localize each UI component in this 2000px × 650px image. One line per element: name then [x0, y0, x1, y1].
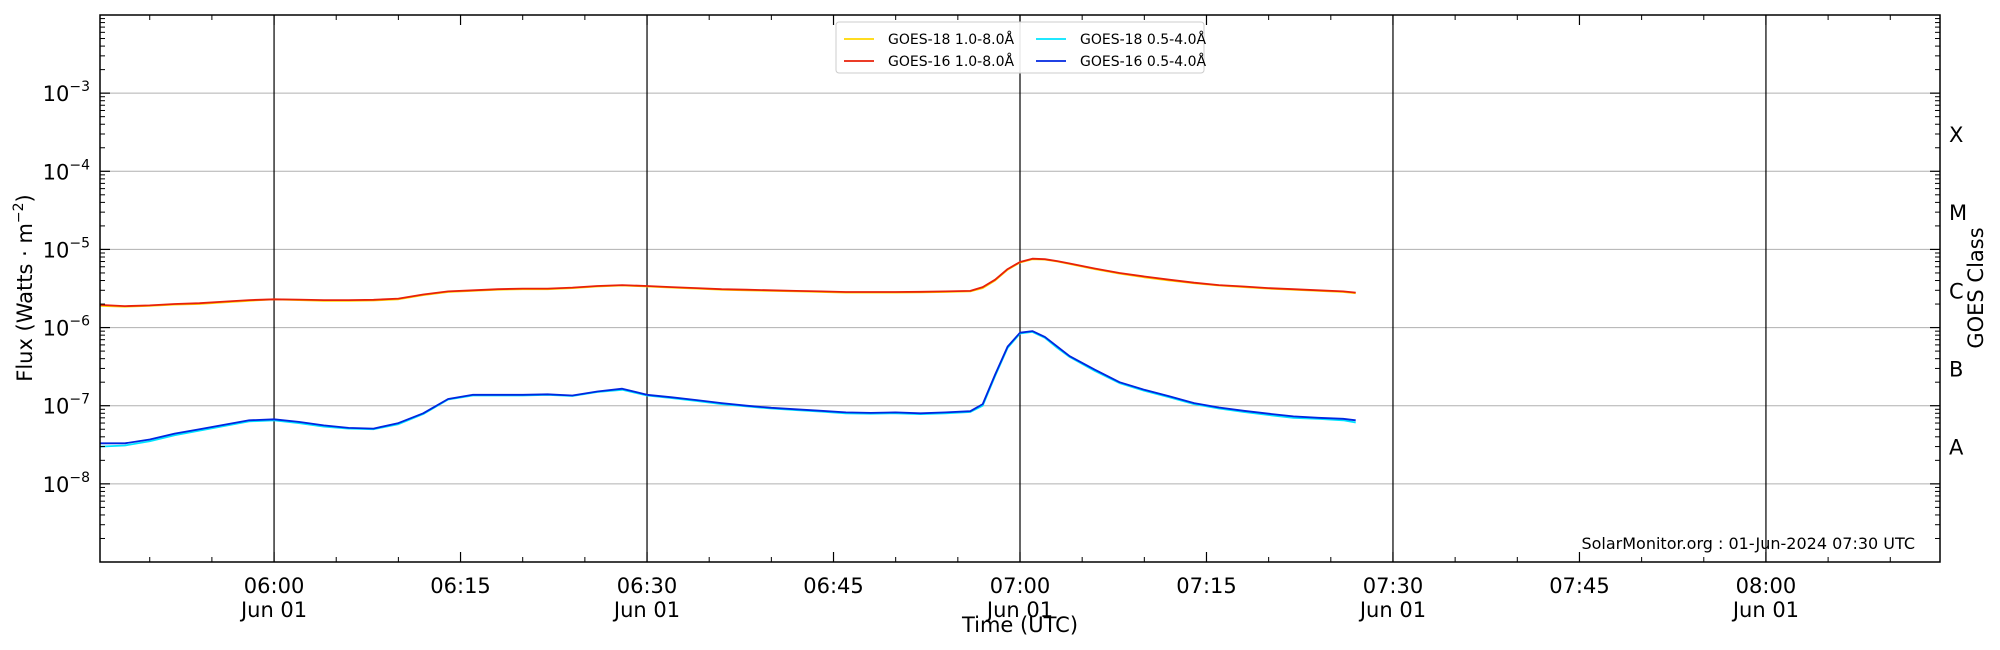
legend-label: GOES-18 1.0-8.0Å — [888, 31, 1014, 48]
y-tick-exponent: −7 — [69, 392, 90, 408]
x-tick-date-label: Jun 01 — [612, 598, 680, 622]
y-tick-label: 10−4 — [43, 157, 90, 184]
goes-class-label: C — [1949, 279, 1964, 303]
goes-class-label: X — [1949, 123, 1963, 147]
y-tick-label: 10−8 — [43, 470, 90, 497]
y-tick-base: 10 — [43, 238, 70, 262]
x-tick-label: 06:00 — [244, 574, 305, 598]
x-tick-date-label: Jun 01 — [985, 598, 1053, 622]
x-tick-label: 08:00 — [1736, 574, 1797, 598]
y-tick-exponent: −6 — [69, 314, 90, 330]
x-tick-label: 07:15 — [1176, 574, 1237, 598]
series-line-1 — [99, 330, 1356, 448]
x-tick-label: 07:30 — [1363, 574, 1424, 598]
x-tick-label: 07:45 — [1549, 574, 1610, 598]
y-tick-label: 10−7 — [43, 392, 90, 419]
goes-class-label: A — [1949, 436, 1964, 460]
legend-label: GOES-16 0.5-4.0Å — [1080, 53, 1206, 70]
day-lines-layer — [273, 15, 1767, 562]
x-tick-label: 07:00 — [990, 574, 1051, 598]
legend-label: GOES-18 0.5-4.0Å — [1080, 31, 1206, 48]
x-axis-title: Time (UTC) — [961, 613, 1078, 637]
goes-class-label: M — [1949, 201, 1967, 225]
y-axis-title: Flux (Watts · m−2) — [11, 194, 37, 382]
y-tick-label: 10−3 — [43, 79, 90, 106]
credit-text: SolarMonitor.org : 01-Jun-2024 07:30 UTC — [1581, 534, 1915, 553]
y-tick-label: 10−5 — [43, 235, 90, 262]
y-tick-base: 10 — [43, 395, 70, 419]
series-line-2 — [99, 257, 1356, 308]
y-tick-base: 10 — [43, 160, 70, 184]
series-layer — [99, 257, 1356, 448]
y-tick-base: 10 — [43, 473, 70, 497]
y-tick-exponent: −8 — [69, 470, 90, 486]
legend-label: GOES-16 1.0-8.0Å — [888, 53, 1014, 70]
x-tick-date-label: Jun 01 — [239, 598, 307, 622]
x-tick-label: 06:30 — [617, 574, 678, 598]
goes-class-axis-title: GOES Class — [1964, 227, 1988, 348]
x-tick-label: 06:15 — [430, 574, 491, 598]
y-tick-base: 10 — [43, 317, 70, 341]
y-tick-base: 10 — [43, 82, 70, 106]
y-tick-exponent: −3 — [69, 79, 90, 95]
legend-box — [835, 21, 1205, 74]
y-tick-exponent: −5 — [69, 235, 90, 251]
y-axis: 10−810−710−610−510−410−3 — [43, 18, 1940, 539]
series-line-3 — [100, 330, 1356, 445]
legend: GOES-18 1.0-8.0Å GOES-18 0.5-4.0Å GOES-16 … — [835, 21, 1206, 74]
y-tick-label: 10−6 — [43, 314, 90, 341]
goes-class-label: B — [1949, 357, 1963, 381]
x-tick-date-label: Jun 01 — [1731, 598, 1799, 622]
x-tick-label: 06:45 — [803, 574, 864, 598]
y-tick-exponent: −4 — [69, 157, 90, 173]
goes-class-axis: A B C M X — [1949, 123, 1967, 460]
x-tick-date-label: Jun 01 — [1358, 598, 1426, 622]
